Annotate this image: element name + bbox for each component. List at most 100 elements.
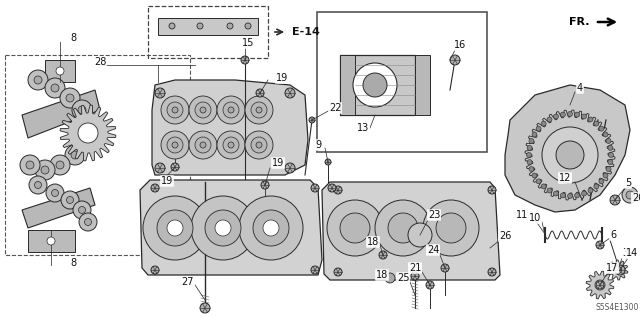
- Circle shape: [582, 114, 586, 119]
- Circle shape: [51, 84, 59, 92]
- Circle shape: [596, 241, 604, 249]
- Circle shape: [86, 121, 94, 129]
- Circle shape: [66, 94, 74, 102]
- Circle shape: [568, 112, 573, 116]
- Circle shape: [363, 73, 387, 97]
- Text: 9: 9: [315, 140, 321, 150]
- Circle shape: [245, 96, 273, 124]
- Circle shape: [532, 132, 537, 137]
- Circle shape: [599, 179, 604, 184]
- Circle shape: [527, 152, 531, 158]
- Polygon shape: [22, 90, 100, 138]
- Circle shape: [575, 112, 580, 117]
- Circle shape: [65, 145, 85, 165]
- Bar: [148, 6, 268, 58]
- Polygon shape: [340, 55, 355, 115]
- Circle shape: [594, 121, 599, 126]
- Polygon shape: [525, 110, 615, 200]
- Circle shape: [608, 145, 613, 150]
- Circle shape: [245, 23, 251, 29]
- Circle shape: [436, 213, 466, 243]
- Circle shape: [167, 137, 183, 153]
- Circle shape: [200, 142, 206, 148]
- Circle shape: [46, 184, 64, 202]
- Circle shape: [84, 219, 92, 226]
- Polygon shape: [505, 85, 630, 212]
- Circle shape: [215, 220, 231, 236]
- Circle shape: [311, 184, 319, 192]
- Circle shape: [599, 126, 604, 131]
- Circle shape: [606, 138, 611, 144]
- Circle shape: [615, 265, 625, 275]
- Circle shape: [189, 131, 217, 159]
- Text: 11: 11: [516, 210, 528, 220]
- Circle shape: [547, 188, 552, 193]
- Circle shape: [205, 210, 241, 246]
- Bar: [317, 12, 487, 152]
- Circle shape: [622, 187, 638, 203]
- Polygon shape: [586, 271, 614, 299]
- Circle shape: [26, 161, 34, 169]
- Text: 5: 5: [625, 178, 631, 188]
- Circle shape: [327, 200, 383, 256]
- Circle shape: [561, 193, 565, 198]
- Circle shape: [606, 167, 611, 172]
- Circle shape: [536, 126, 541, 131]
- Polygon shape: [608, 260, 628, 280]
- Circle shape: [450, 55, 460, 65]
- Circle shape: [151, 266, 159, 274]
- Circle shape: [155, 88, 165, 98]
- Circle shape: [151, 184, 159, 192]
- Circle shape: [603, 132, 608, 137]
- Circle shape: [596, 281, 604, 289]
- Polygon shape: [60, 105, 116, 161]
- Circle shape: [488, 186, 496, 194]
- Polygon shape: [340, 55, 415, 115]
- Circle shape: [197, 23, 203, 29]
- Circle shape: [256, 142, 262, 148]
- Circle shape: [60, 88, 80, 108]
- Circle shape: [603, 173, 608, 178]
- Text: 21: 21: [409, 263, 421, 273]
- Circle shape: [167, 220, 183, 236]
- Circle shape: [251, 102, 267, 118]
- Circle shape: [556, 141, 584, 169]
- Text: 4: 4: [577, 83, 583, 93]
- Circle shape: [547, 117, 552, 122]
- Text: 10: 10: [529, 213, 541, 223]
- Circle shape: [47, 237, 55, 245]
- Circle shape: [309, 117, 315, 123]
- Circle shape: [527, 145, 532, 150]
- Circle shape: [626, 191, 634, 199]
- Circle shape: [353, 63, 397, 107]
- Circle shape: [80, 115, 100, 135]
- Bar: [5, 55, 190, 255]
- Circle shape: [227, 23, 233, 29]
- Circle shape: [610, 195, 620, 205]
- Circle shape: [171, 163, 179, 171]
- Circle shape: [155, 163, 165, 173]
- Text: 20: 20: [632, 193, 640, 203]
- Circle shape: [532, 173, 537, 178]
- Text: 13: 13: [357, 123, 369, 133]
- Text: 19: 19: [276, 73, 288, 83]
- Circle shape: [594, 184, 599, 189]
- Circle shape: [56, 67, 64, 75]
- Circle shape: [285, 88, 295, 98]
- Polygon shape: [322, 182, 500, 280]
- Circle shape: [554, 191, 559, 196]
- Circle shape: [588, 188, 593, 193]
- Circle shape: [61, 191, 79, 209]
- Circle shape: [217, 96, 245, 124]
- Circle shape: [56, 161, 64, 169]
- Circle shape: [408, 223, 432, 247]
- Circle shape: [554, 114, 559, 119]
- Text: FR.: FR.: [570, 17, 590, 27]
- Circle shape: [542, 127, 598, 183]
- Circle shape: [200, 107, 206, 113]
- Circle shape: [217, 131, 245, 159]
- Circle shape: [228, 142, 234, 148]
- Circle shape: [488, 268, 496, 276]
- Circle shape: [67, 197, 74, 204]
- Polygon shape: [140, 180, 322, 275]
